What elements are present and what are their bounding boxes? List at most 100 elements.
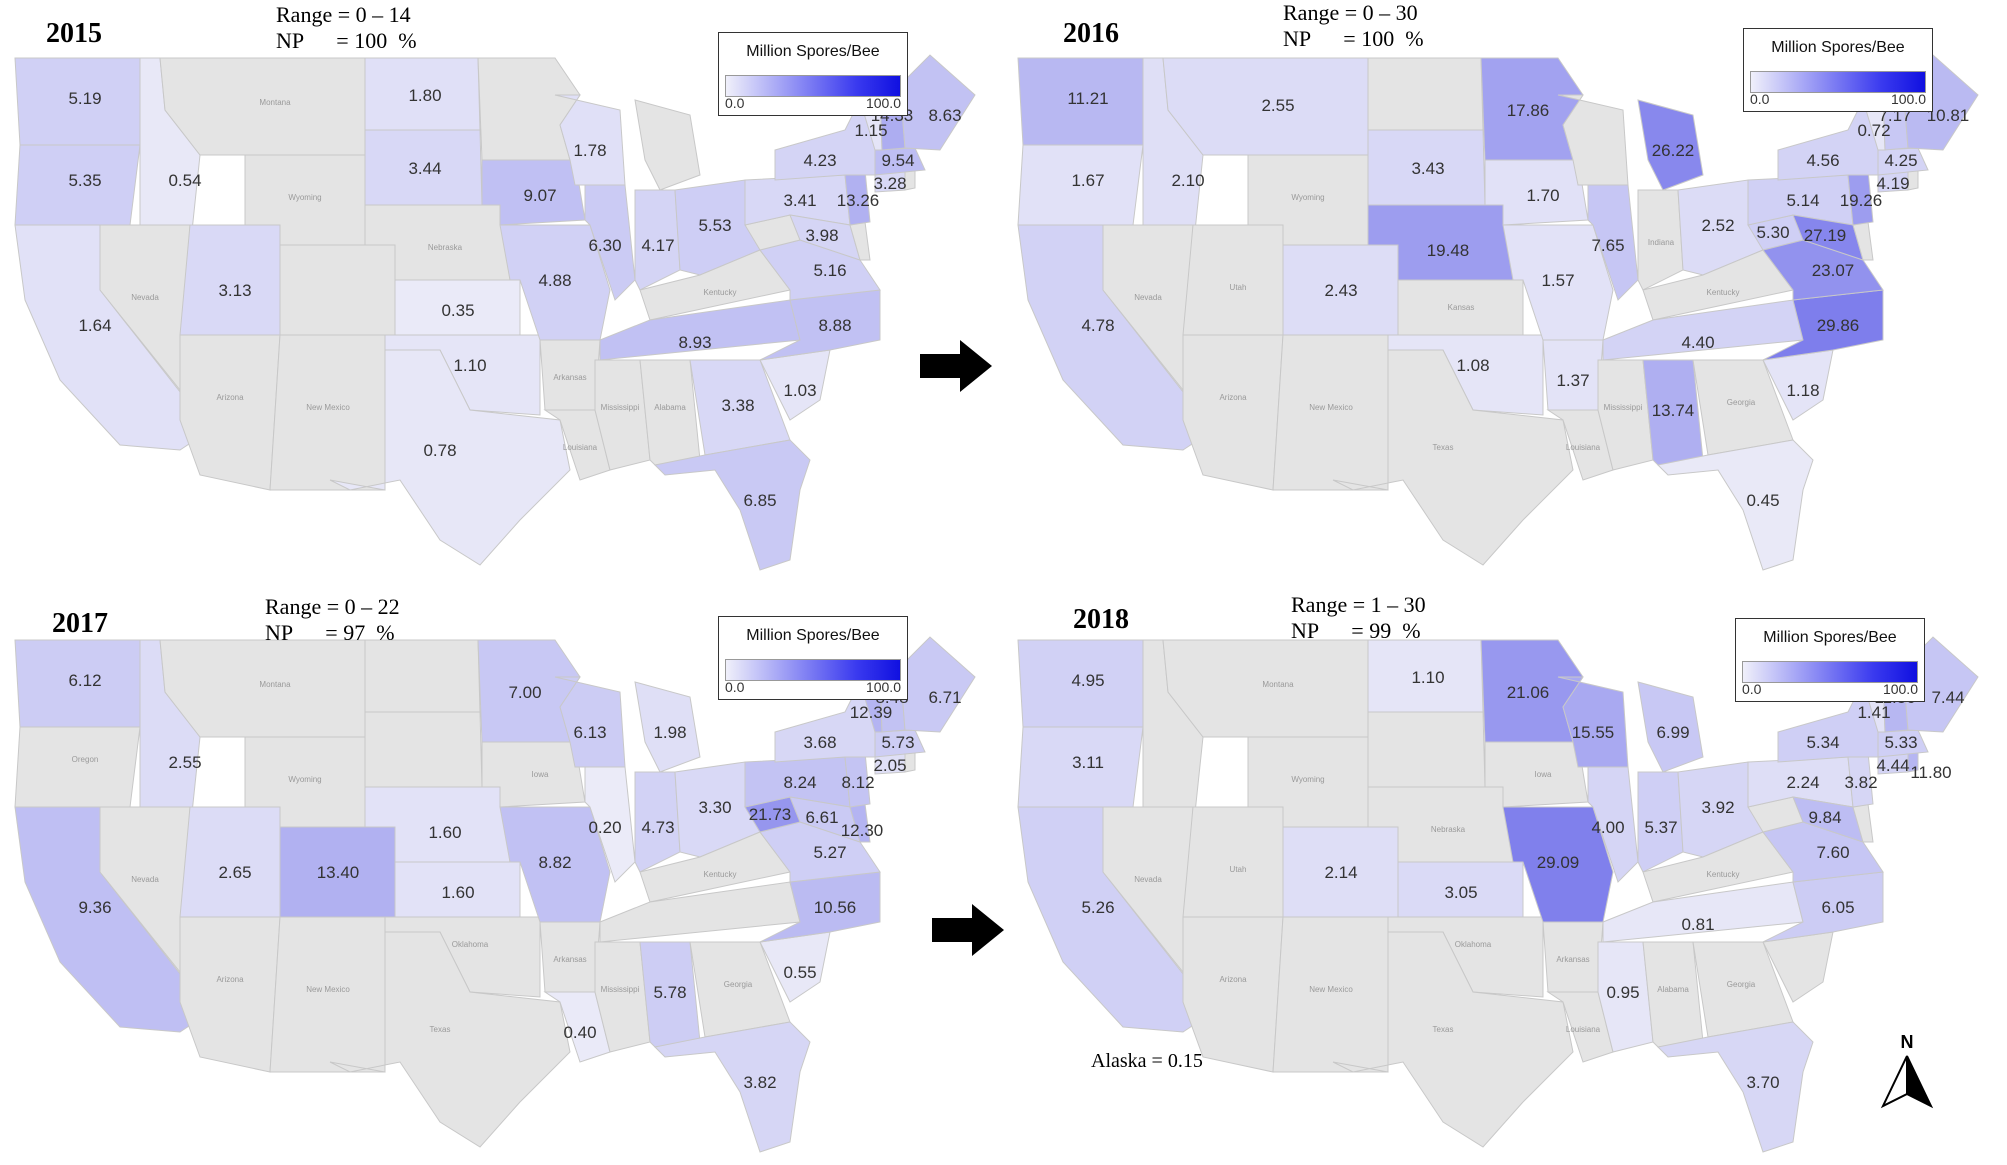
state-value-label: 7.44	[1931, 688, 1964, 707]
stats-block: Range = 0 – 22 NP = 97 %	[265, 594, 400, 646]
stats-block: Range = 0 – 14 NP = 100 %	[276, 2, 417, 54]
state-value-label: 6.05	[1821, 898, 1854, 917]
state-value-label: 8.82	[538, 853, 571, 872]
np-text: NP = 97 %	[265, 620, 395, 645]
state-value-label: 7.65	[1591, 236, 1624, 255]
state-wisconsin	[554, 94, 626, 186]
us-map: Nevada Wyoming Utah Arizona New Mexico Kansas…	[1017, 54, 1979, 571]
state-name-label: Nevada	[1134, 875, 1162, 884]
state-value-label: 2.52	[1701, 216, 1734, 235]
state-value-label: 5.19	[68, 89, 101, 108]
state-name-label: Texas	[1433, 1025, 1454, 1034]
state-name-label: Kentucky	[704, 288, 737, 297]
state-oregon	[14, 726, 141, 808]
state-michigan	[634, 681, 701, 773]
state-value-label: 4.17	[641, 236, 674, 255]
state-value-label: 3.28	[873, 174, 906, 193]
state-name-label: Kansas	[1448, 303, 1475, 312]
state-utah	[179, 224, 281, 336]
legend-title: Million Spores/Bee	[746, 43, 880, 60]
state-value-label: 2.10	[1171, 171, 1204, 190]
state-name-label: Utah	[1230, 865, 1247, 874]
state-value-label: 21.73	[749, 805, 792, 824]
state-value-label: 5.14	[1786, 191, 1819, 210]
state-arizona	[179, 334, 281, 491]
state-value-label: 11.80	[1910, 763, 1951, 782]
state-michigan	[1637, 99, 1704, 191]
state-name-label: Kentucky	[704, 870, 737, 879]
state-value-label: 6.13	[573, 723, 606, 742]
state-value-label: 4.25	[1884, 151, 1917, 170]
us-map: Nevada Montana Wyoming Utah Arizona New Mexic…	[1017, 636, 1979, 1153]
state-value-label: 1.37	[1556, 371, 1589, 390]
state-texas	[329, 349, 571, 566]
state-value-label: 2.05	[873, 756, 906, 775]
state-value-label: 6.30	[588, 236, 621, 255]
state-name-label: Iowa	[532, 770, 549, 779]
state-value-label: 4.40	[1681, 333, 1714, 352]
state-value-label: 3.05	[1444, 883, 1477, 902]
state-value-label: 9.54	[881, 151, 914, 170]
state-louisiana	[1546, 991, 1614, 1063]
state-name-label: New Mexico	[1309, 403, 1353, 412]
state-indiana	[634, 189, 681, 291]
state-value-label: 5.37	[1644, 818, 1677, 837]
state-value-label: 3.38	[721, 396, 754, 415]
year-label: 2016	[1063, 18, 1119, 49]
state-florida	[653, 1021, 811, 1153]
state-value-label: 5.30	[1756, 223, 1789, 242]
state-mississippi	[1597, 359, 1654, 471]
state-value-label: 5.73	[881, 733, 914, 752]
state-name-label: Montana	[1262, 680, 1294, 689]
state-value-label: 4.73	[641, 818, 674, 837]
state-value-label: 5.78	[653, 983, 686, 1002]
legend-min: 0.0	[1742, 681, 1762, 697]
state-value-label: 3.13	[218, 281, 251, 300]
state-arizona	[179, 916, 281, 1073]
state-name-label: Montana	[259, 98, 291, 107]
state-louisiana	[1546, 409, 1614, 481]
state-value-label: 5.34	[1806, 733, 1839, 752]
state-name-label: Nebraska	[428, 243, 463, 252]
state-name-label: Wyoming	[1291, 775, 1324, 784]
state-name-label: Nebraska	[1431, 825, 1466, 834]
range-text: Range = 1 – 30	[1291, 592, 1426, 617]
legend-min: 0.0	[725, 679, 745, 695]
np-text: NP = 99 %	[1291, 618, 1421, 643]
state-value-label: 0.55	[783, 963, 816, 982]
state-value-label: 1.80	[408, 86, 441, 105]
state-value-label: 8.93	[678, 333, 711, 352]
state-name-label: Georgia	[1727, 398, 1756, 407]
state-value-label: 4.44	[1876, 756, 1909, 775]
state-name-label: Wyoming	[288, 193, 321, 202]
state-name-label: Alabama	[1657, 985, 1689, 994]
state-value-label: 3.44	[408, 159, 441, 178]
state-illinois	[1587, 766, 1639, 883]
state-illinois	[1587, 184, 1639, 301]
state-value-label: 7.60	[1816, 843, 1849, 862]
state-indiana	[634, 771, 681, 873]
north-arrow-icon: N	[1880, 1032, 1934, 1109]
state-value-label: 3.68	[803, 733, 836, 752]
state-minnesota	[477, 57, 581, 161]
state-value-label: 10.81	[1927, 106, 1970, 125]
state-value-label: 3.92	[1701, 798, 1734, 817]
state-arizona	[1182, 916, 1284, 1073]
state-value-label: 1.64	[78, 316, 111, 335]
state-alabama	[1642, 941, 1704, 1048]
state-name-label: Mississippi	[1604, 403, 1643, 412]
state-name-label: Arkansas	[553, 955, 586, 964]
state-value-label: 0.95	[1606, 983, 1639, 1002]
state-name-label: Texas	[1433, 443, 1454, 452]
state-wisconsin	[1557, 676, 1629, 768]
state-mississippi	[594, 941, 651, 1053]
state-name-label: Arizona	[216, 393, 244, 402]
legend-title: Million Spores/Bee	[1763, 629, 1897, 646]
state-new-mexico	[269, 334, 386, 491]
state-value-label: 8.12	[841, 773, 874, 792]
state-value-label: 4.19	[1876, 174, 1909, 193]
right-arrow-icon	[920, 340, 992, 392]
state-name-label: Kentucky	[1707, 870, 1740, 879]
state-value-label: 1.41	[1857, 703, 1890, 722]
state-name-label: Oklahoma	[1455, 940, 1492, 949]
